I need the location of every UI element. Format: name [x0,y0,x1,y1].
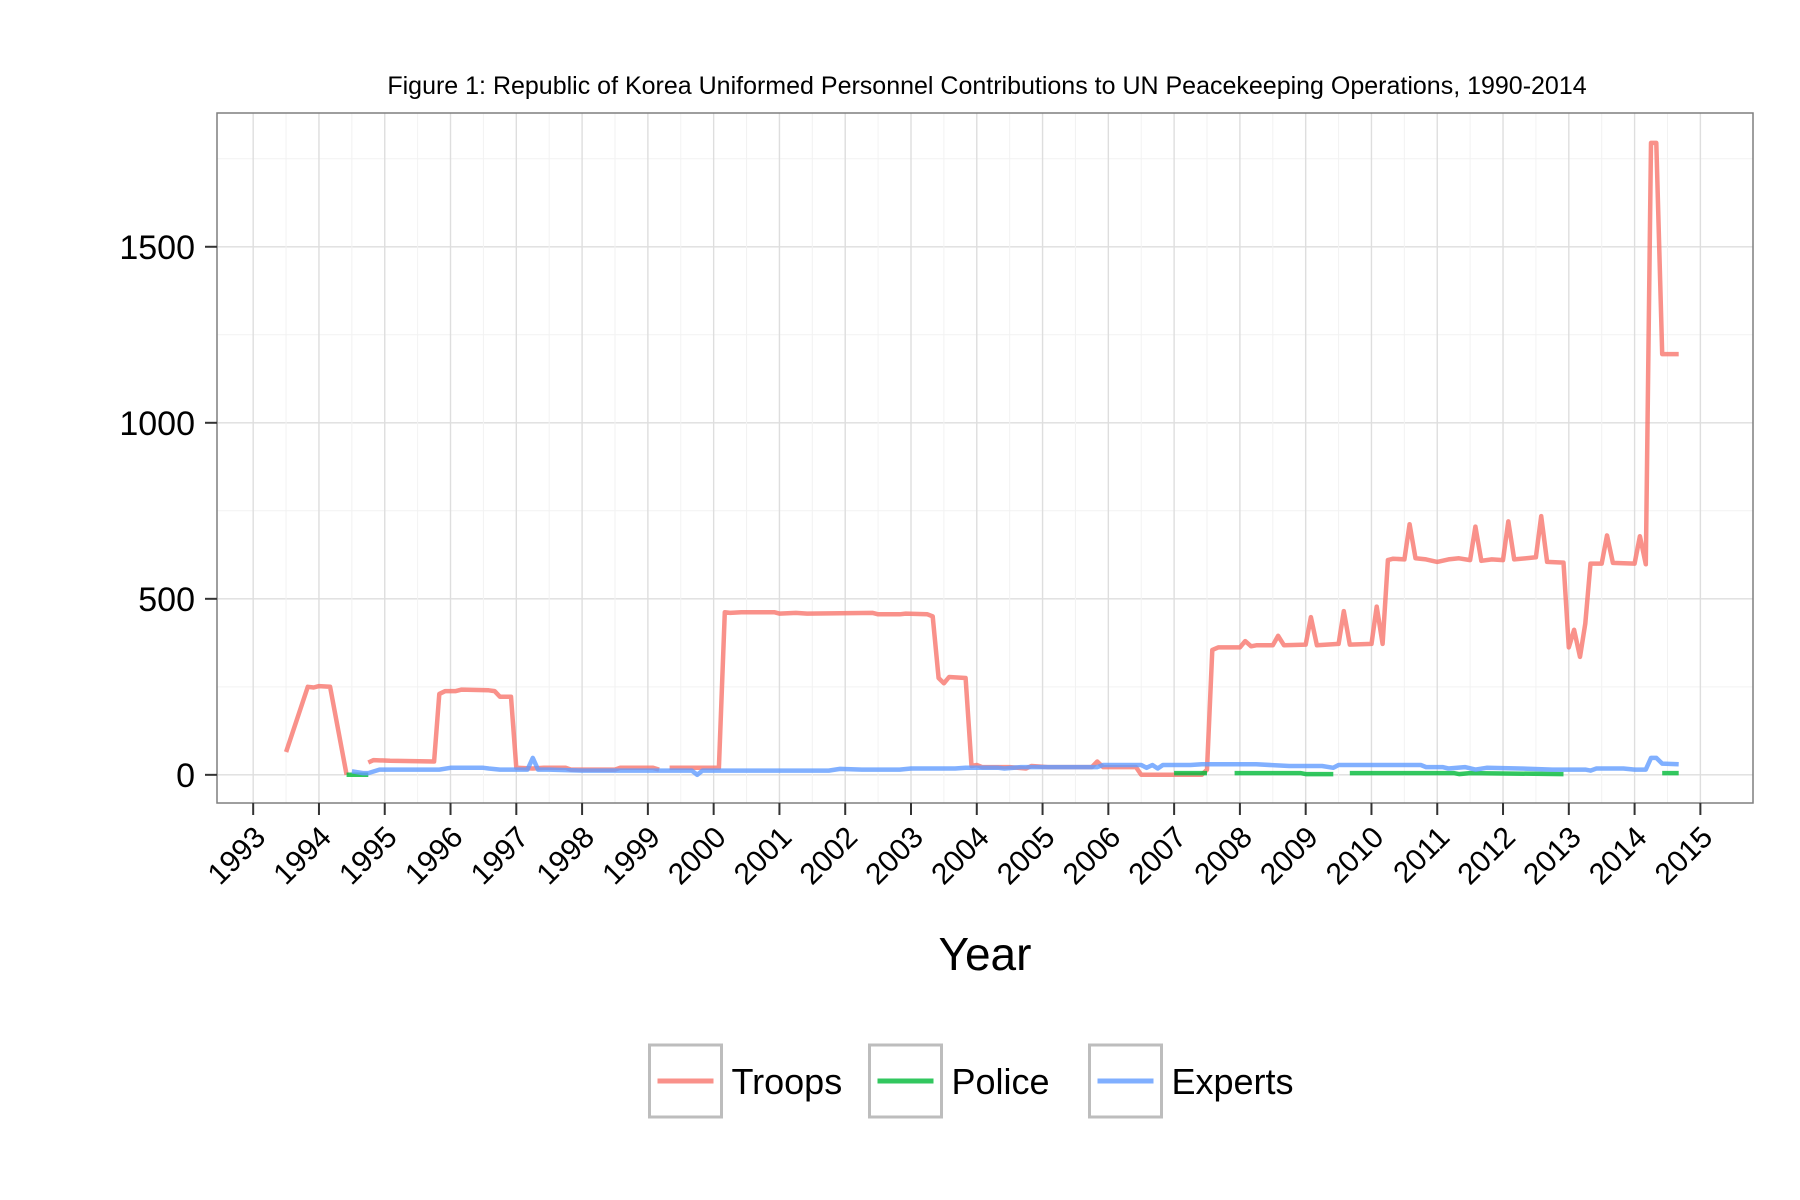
y-tick-label: 1500 [119,229,195,267]
chart-title: Figure 1: Republic of Korea Uniformed Pe… [387,72,1586,100]
x-axis-title: Year [939,928,1032,980]
legend-label: Police [952,1061,1050,1102]
grid-lines [217,113,1753,803]
x-tick-label: 1993 [202,821,273,892]
series-line-police [346,770,1679,778]
legend-item-experts: Experts [1088,1043,1294,1119]
legend-item-police: Police [868,1043,1050,1119]
x-tick-label: 2010 [1320,821,1391,892]
y-tick-label: 1000 [119,405,195,443]
legend-label: Experts [1172,1061,1294,1102]
y-tick-label: 500 [138,581,195,619]
x-tick-label: 2001 [728,821,799,892]
x-tick-label: 2009 [1254,821,1325,892]
x-tick-label: 1997 [465,821,536,892]
x-tick-label: 1995 [333,821,404,892]
x-axis: 1993199419951996199719981999200020012002… [202,803,1720,892]
x-tick-label: 2004 [925,821,996,892]
x-tick-label: 2006 [1057,821,1128,892]
y-axis: 0 500 1000 1500 [119,229,217,795]
x-tick-label: 1999 [596,821,667,892]
plot-border [216,112,1754,804]
x-tick-label: 2014 [1583,821,1654,892]
x-tick-label: 2015 [1649,821,1720,892]
x-tick-label: 2013 [1517,821,1588,892]
x-tick-label: 2007 [1123,821,1194,892]
x-tick-label: 1994 [267,821,338,892]
x-tick-label: 2005 [991,821,1062,892]
x-tick-label: 2008 [1188,821,1259,892]
series-layer [283,140,1679,778]
series-line-experts [351,755,1679,778]
plot-background [217,113,1753,803]
x-tick-label: 1998 [531,821,602,892]
x-tick-label: 2002 [794,821,865,892]
x-tick-label: 2000 [662,821,733,892]
x-tick-label: 2011 [1387,821,1456,890]
x-tick-label: 1996 [399,821,470,892]
y-tick-label: 0 [176,757,195,795]
x-tick-label: 2003 [859,821,930,892]
legend-label: Troops [732,1061,843,1102]
x-tick-label: 2012 [1451,821,1522,892]
legend-item-troops: Troops [648,1043,843,1119]
legend: Troops Police Experts [648,1043,1294,1119]
